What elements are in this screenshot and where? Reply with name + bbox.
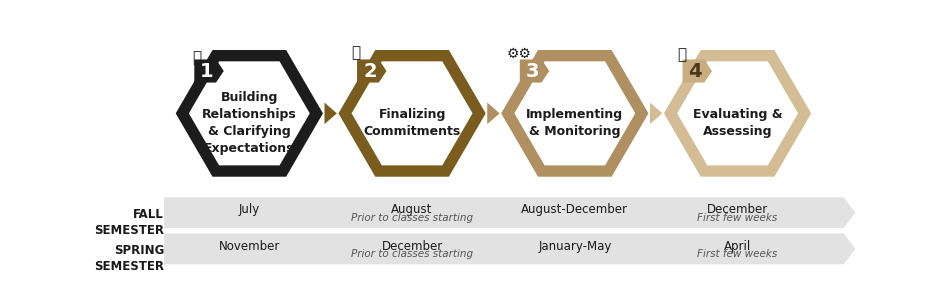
Text: Building
Relationships
& Clarifying
Expectations: Building Relationships & Clarifying Expe… bbox=[202, 91, 296, 155]
Polygon shape bbox=[188, 61, 309, 165]
Polygon shape bbox=[664, 50, 810, 177]
Text: August: August bbox=[391, 203, 432, 216]
Polygon shape bbox=[357, 59, 387, 82]
Polygon shape bbox=[190, 63, 307, 164]
Text: ⚙⚙: ⚙⚙ bbox=[506, 47, 531, 61]
Polygon shape bbox=[164, 234, 855, 264]
Text: January-May: January-May bbox=[538, 240, 611, 253]
Text: 3: 3 bbox=[526, 62, 539, 81]
Text: November: November bbox=[218, 240, 280, 253]
Polygon shape bbox=[501, 50, 647, 177]
Polygon shape bbox=[678, 63, 796, 164]
Text: December: December bbox=[706, 203, 767, 216]
Text: 💡: 💡 bbox=[677, 47, 685, 62]
Text: July: July bbox=[238, 203, 260, 216]
Text: 2: 2 bbox=[363, 62, 376, 81]
Text: December: December bbox=[381, 240, 443, 253]
Polygon shape bbox=[519, 59, 548, 82]
Text: FALL
SEMESTER: FALL SEMESTER bbox=[94, 208, 164, 237]
Text: Evaluating &
Assessing: Evaluating & Assessing bbox=[692, 108, 782, 138]
Polygon shape bbox=[164, 197, 855, 228]
Text: 4: 4 bbox=[687, 62, 702, 81]
Polygon shape bbox=[514, 61, 635, 165]
Polygon shape bbox=[351, 61, 472, 165]
Polygon shape bbox=[677, 61, 797, 165]
Text: 📋: 📋 bbox=[351, 45, 361, 61]
Text: Prior to classes starting: Prior to classes starting bbox=[350, 213, 472, 223]
Text: SPRING
SEMESTER: SPRING SEMESTER bbox=[94, 244, 164, 273]
Text: Implementing
& Monitoring: Implementing & Monitoring bbox=[526, 108, 623, 138]
Text: Finalizing
Commitments: Finalizing Commitments bbox=[363, 108, 460, 138]
Polygon shape bbox=[194, 59, 224, 82]
Polygon shape bbox=[175, 50, 323, 177]
Polygon shape bbox=[338, 50, 486, 177]
Polygon shape bbox=[325, 103, 337, 124]
Text: First few weeks: First few weeks bbox=[697, 213, 777, 223]
Polygon shape bbox=[649, 103, 662, 124]
Text: First few weeks: First few weeks bbox=[697, 249, 777, 259]
Text: April: April bbox=[724, 240, 750, 253]
Polygon shape bbox=[353, 63, 470, 164]
Polygon shape bbox=[515, 63, 633, 164]
Polygon shape bbox=[486, 103, 499, 124]
Polygon shape bbox=[682, 59, 711, 82]
Text: Prior to classes starting: Prior to classes starting bbox=[350, 249, 472, 259]
Text: 1: 1 bbox=[200, 62, 213, 81]
Text: August-December: August-December bbox=[521, 203, 627, 216]
Text: 🤝: 🤝 bbox=[192, 50, 201, 65]
